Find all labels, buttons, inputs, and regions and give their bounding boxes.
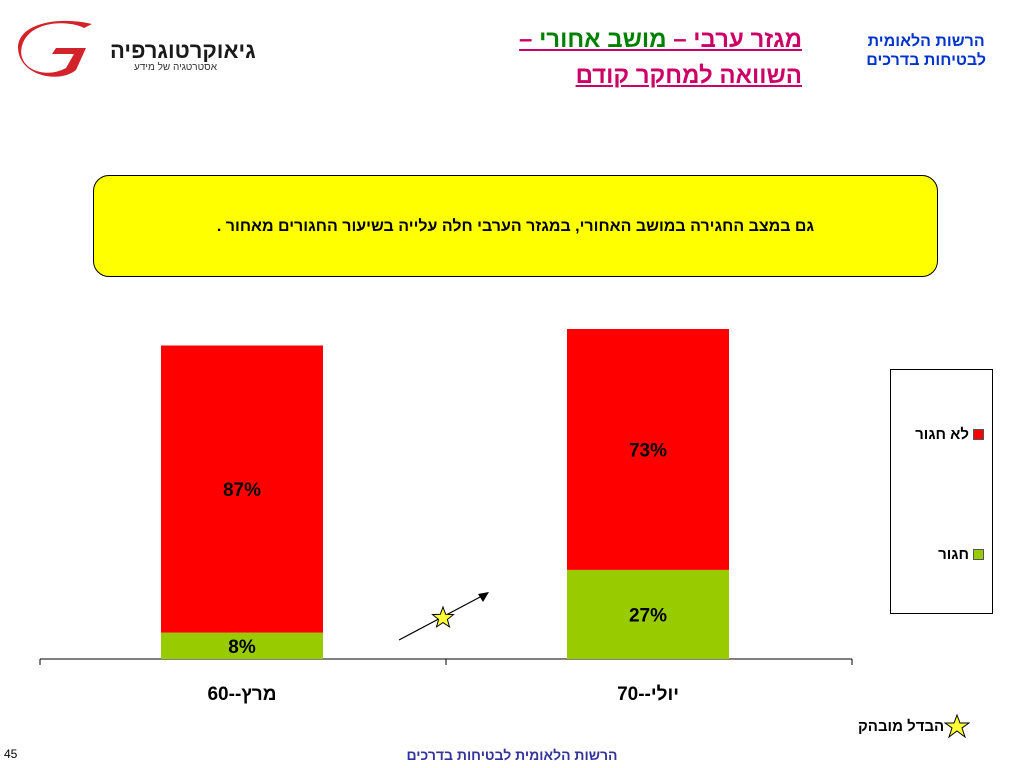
legend-swatch-belted <box>973 549 984 560</box>
page-title: מגזר ערבי – מושב אחורי – השוואה למחקר קו… <box>382 22 802 94</box>
bar-belted-1 <box>567 569 729 659</box>
legend-item-not-belted: לא חגור <box>915 426 984 443</box>
significant-difference-label: הבדל מובהק <box>858 717 945 735</box>
org-name: הרשות הלאומית לבטיחות בדרכים <box>866 32 986 70</box>
logo-brand-text: גיאוקרטוגרפיה <box>110 38 256 63</box>
bar-belted-0 <box>161 632 323 659</box>
legend-label-not-belted: לא חגור <box>915 426 969 443</box>
title-line-2: השוואה למחקר קודם <box>575 62 802 89</box>
category-label-1: יולי--70 <box>617 684 679 705</box>
callout-text: גם במצב החגירה במושב האחורי, במגזר הערבי… <box>216 218 815 235</box>
data-label-belted-0: 8% <box>228 637 256 658</box>
data-label-not-belted-1: 73% <box>629 440 667 461</box>
legend-label-belted: חגור <box>938 546 969 563</box>
logo-swoosh-icon <box>18 20 92 77</box>
callout-box: גם במצב החגירה במושב האחורי, במגזר הערבי… <box>93 175 938 277</box>
significant-difference-key: הבדל מובהק <box>850 714 971 738</box>
increase-arrow-head <box>478 592 489 602</box>
company-logo: גיאוקרטוגרפיה אסטרטגיה של מידע <box>14 18 256 78</box>
page-number: 45 <box>4 747 18 761</box>
bar-not-belted-0 <box>161 345 323 633</box>
star-icon <box>944 714 971 738</box>
bar-not-belted-1 <box>567 329 729 570</box>
data-label-belted-1: 27% <box>629 605 667 626</box>
legend-swatch-not-belted <box>973 429 984 440</box>
significant-star-icon <box>431 605 455 629</box>
title-line1-part1: מגזר ערבי – <box>666 26 802 53</box>
legend-item-belted: חגור <box>938 546 984 563</box>
category-label-0: מרץ--60 <box>207 684 276 705</box>
org-name-line-1: הרשות הלאומית <box>867 33 985 50</box>
title-line-1: מגזר ערבי – מושב אחורי – <box>382 22 802 58</box>
title-line1-part2: מושב אחורי <box>539 26 667 53</box>
org-name-line-2: לבטיחות בדרכים <box>866 52 986 69</box>
data-label-not-belted-0: 87% <box>223 480 261 501</box>
footer-text: הרשות הלאומית לבטיחות בדרכים <box>406 747 618 763</box>
title-line1-part3: – <box>519 26 540 53</box>
chart-legend: לא חגור חגור <box>890 369 993 614</box>
logo-tagline: אסטרטגיה של מידע <box>134 62 217 73</box>
